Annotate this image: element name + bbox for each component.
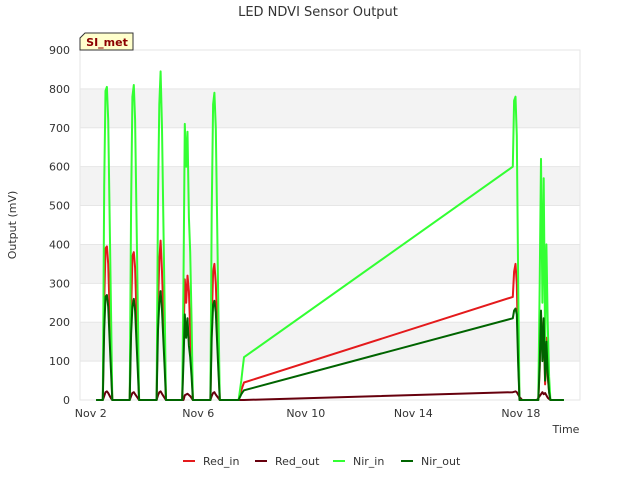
x-tick-label: Nov 2 (75, 407, 107, 420)
y-tick-label: 400 (49, 238, 70, 251)
x-axis-label: Time (552, 423, 580, 436)
legend: Red_in Red_out Nir_in Nir_out (183, 455, 461, 468)
legend-label: Nir_out (421, 455, 461, 468)
y-axis-label: Output (mV) (6, 191, 19, 260)
grid-band (80, 88, 580, 128)
y-tick-label: 700 (49, 122, 70, 135)
y-tick-label: 100 (49, 355, 70, 368)
grid-bands (80, 88, 580, 362)
grid-band (80, 244, 580, 284)
legend-label: Red_in (203, 455, 239, 468)
x-tick-label: Nov 18 (501, 407, 540, 420)
x-tick-label: Nov 6 (182, 407, 214, 420)
site-badge: SI_met (79, 32, 134, 51)
x-tick-label: Nov 10 (286, 407, 325, 420)
x-tick-label: Nov 14 (394, 407, 433, 420)
y-tick-label: 500 (49, 200, 70, 213)
legend-label: Nir_in (353, 455, 384, 468)
y-tick-label: 200 (49, 316, 70, 329)
y-tick-label: 800 (49, 83, 70, 96)
y-tick-label: 300 (49, 277, 70, 290)
y-tick-label: 0 (63, 394, 70, 407)
y-axis-ticks: 0 100 200 300 400 500 600 700 800 900 (49, 44, 70, 407)
series-lines (96, 70, 564, 401)
x-axis-ticks: Nov 2 Nov 6 Nov 10 Nov 14 Nov 18 (75, 407, 541, 420)
legend-label: Red_out (275, 455, 320, 468)
y-tick-label: 600 (49, 161, 70, 174)
series-line-nir-out (96, 290, 564, 401)
y-tick-label: 900 (49, 44, 70, 57)
chart-title: LED NDVI Sensor Output (238, 5, 398, 20)
site-label: SI_met (86, 36, 128, 49)
